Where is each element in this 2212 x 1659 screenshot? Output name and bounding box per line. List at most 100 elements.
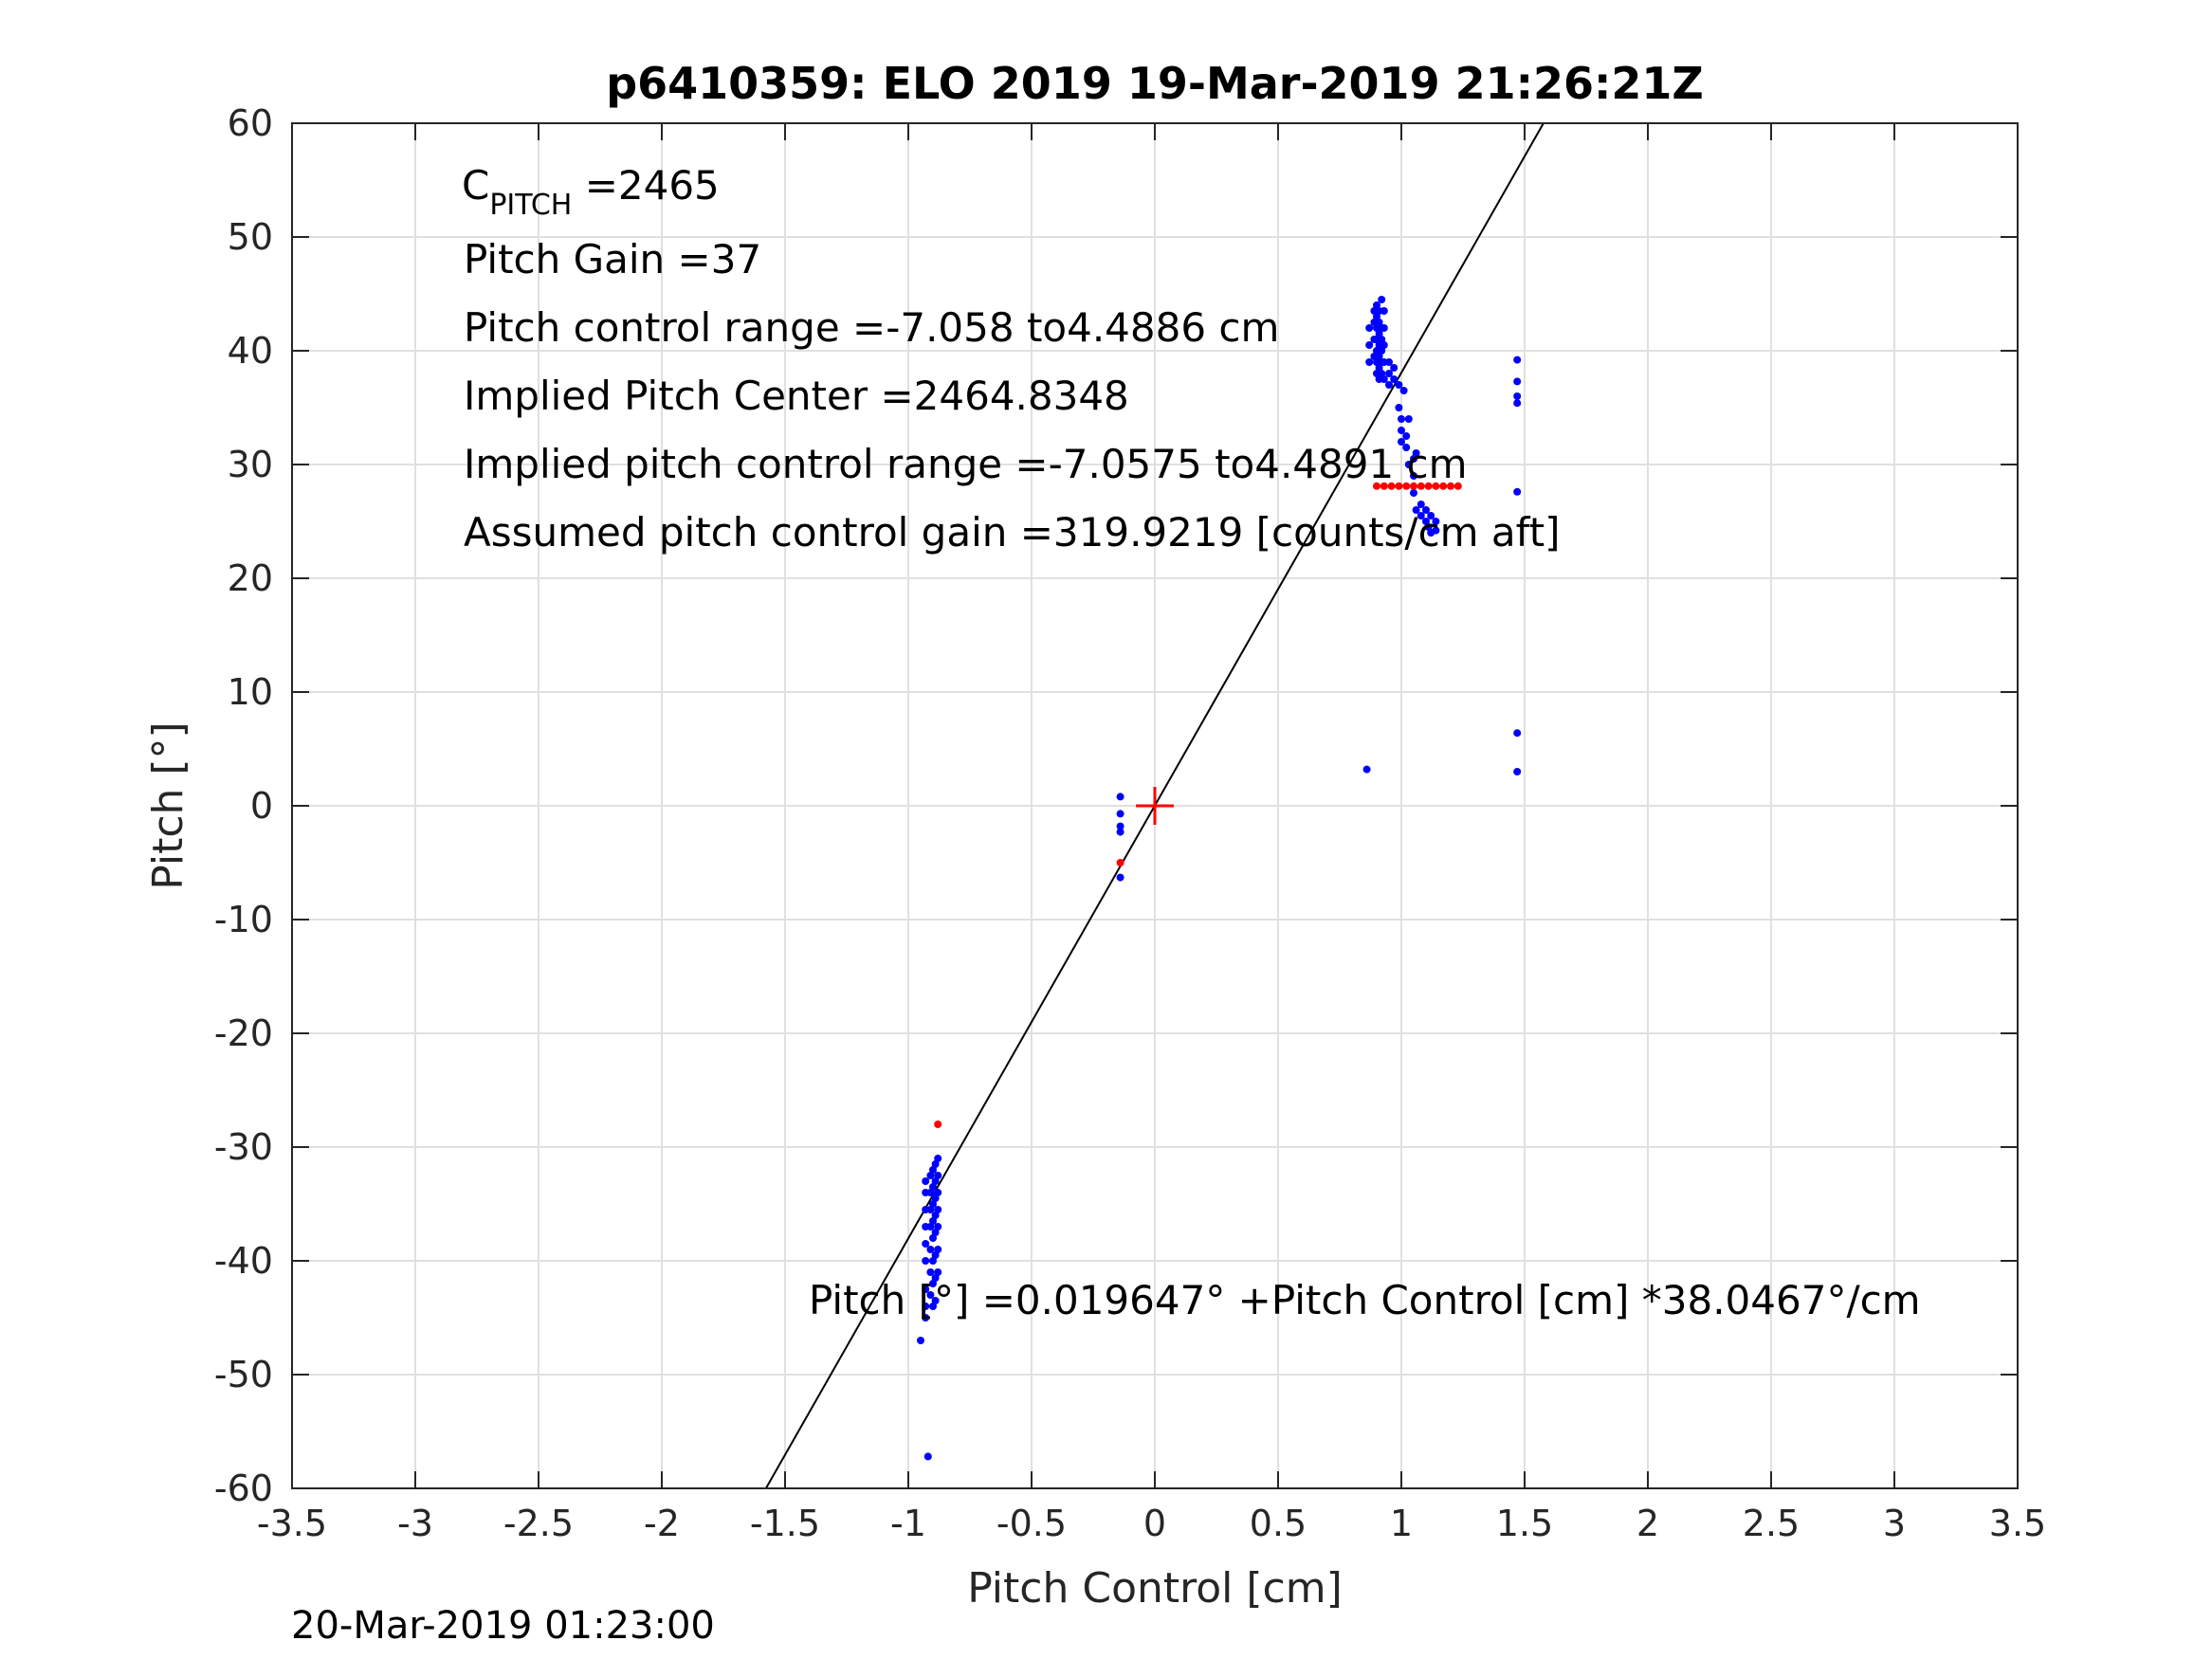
measured-point xyxy=(922,1314,930,1322)
x-tick-label: -3.5 xyxy=(257,1503,327,1544)
measured-point xyxy=(1398,427,1405,434)
measured-point xyxy=(926,1246,935,1253)
measured-point xyxy=(1404,461,1413,468)
measured-point xyxy=(931,1274,940,1282)
commanded-point xyxy=(1417,482,1425,490)
measured-point xyxy=(1375,319,1383,326)
center-marker xyxy=(1136,787,1174,825)
commanded-point xyxy=(1447,482,1454,490)
measured-point xyxy=(1365,358,1374,366)
measured-point xyxy=(1116,810,1124,818)
x-tick-label: -0.5 xyxy=(996,1503,1067,1544)
measured-point xyxy=(1395,404,1403,411)
control-range-annotation: Pitch control range =-7.058 to4.4886 cm xyxy=(464,304,1279,351)
x-tick-label: 2.5 xyxy=(1743,1503,1800,1544)
x-tick-label: 1 xyxy=(1390,1503,1413,1544)
x-tick-label: -1.5 xyxy=(750,1503,820,1544)
pitch-gain-annotation: Pitch Gain =37 xyxy=(464,236,761,283)
measured-point xyxy=(929,1200,937,1208)
measured-point xyxy=(1380,324,1388,332)
measured-point xyxy=(931,1251,940,1259)
measured-point xyxy=(926,1172,935,1179)
measured-point xyxy=(929,1217,937,1225)
chart-title: p6410359: ELO 2019 19-Mar-2019 21:26:21Z xyxy=(606,58,1704,109)
measured-point xyxy=(934,1223,942,1231)
measured-point xyxy=(926,1268,935,1276)
measured-point xyxy=(1513,392,1522,400)
x-axis-label: Pitch Control [cm] xyxy=(967,1564,1343,1613)
commanded-point xyxy=(1373,482,1380,490)
y-tick-label: 40 xyxy=(228,330,273,372)
measured-point xyxy=(931,1229,940,1236)
measured-point xyxy=(1365,341,1374,349)
commanded-point xyxy=(1380,482,1388,490)
measured-point xyxy=(1116,828,1124,836)
measured-point xyxy=(1399,387,1408,394)
measured-point xyxy=(934,1246,942,1253)
y-tick-label: -20 xyxy=(214,1012,273,1054)
y-tick-label: -60 xyxy=(214,1468,273,1509)
measured-point xyxy=(926,1291,935,1299)
measured-point xyxy=(922,1177,930,1185)
measured-point xyxy=(926,1223,935,1231)
measured-point xyxy=(922,1257,930,1265)
measured-point xyxy=(1385,370,1393,377)
measured-point xyxy=(1398,438,1405,446)
measured-point xyxy=(1116,822,1124,830)
y-tick-label: -40 xyxy=(214,1240,273,1282)
measured-point xyxy=(929,1166,937,1174)
measured-point xyxy=(934,1189,942,1196)
measured-point xyxy=(1378,370,1386,377)
measured-point xyxy=(1373,313,1380,320)
measured-point xyxy=(1362,765,1371,774)
c-pitch-main: C xyxy=(462,162,489,209)
measured-point xyxy=(922,1285,930,1293)
measured-point xyxy=(1427,512,1435,520)
measured-point xyxy=(1513,356,1522,364)
measured-point xyxy=(931,1297,940,1304)
measured-point xyxy=(1395,381,1403,389)
measured-point xyxy=(1380,341,1388,349)
measured-point xyxy=(917,1337,924,1344)
measured-point xyxy=(1378,336,1386,343)
c-pitch-subscript: PITCH xyxy=(489,189,572,222)
y-axis-label: Pitch [°] xyxy=(144,721,192,889)
measured-point xyxy=(934,1206,942,1213)
measured-point xyxy=(1513,377,1522,386)
ticks xyxy=(291,122,2019,1489)
x-tick-label: 3.5 xyxy=(1989,1503,2046,1544)
x-tick-label: -2.5 xyxy=(503,1503,574,1544)
axes-box xyxy=(291,122,2019,1489)
commanded-point xyxy=(1116,859,1124,866)
c-pitch-annotation: CPITCH =2465 xyxy=(462,162,720,222)
measured-point xyxy=(1432,518,1440,525)
measured-point xyxy=(929,1234,937,1242)
measured-point xyxy=(1385,358,1393,366)
measured-point xyxy=(1378,296,1386,303)
measured-point xyxy=(1410,472,1417,480)
measured-point xyxy=(926,1206,935,1213)
y-tick-label: 10 xyxy=(228,671,273,713)
commanded-point xyxy=(1387,482,1396,490)
x-tick-label: 0.5 xyxy=(1250,1503,1307,1544)
measured-point xyxy=(1375,353,1383,360)
measured-point xyxy=(1378,347,1386,355)
assumed-gain-annotation: Assumed pitch control gain =319.9219 [co… xyxy=(464,509,1561,556)
measured-point xyxy=(926,1189,935,1196)
implied-range-annotation: Implied pitch control range =-7.0575 to4… xyxy=(464,441,1468,487)
measured-point xyxy=(1410,455,1417,463)
measured-point xyxy=(1385,381,1393,389)
measured-point xyxy=(1417,501,1425,508)
x-tick-label: 1.5 xyxy=(1496,1503,1553,1544)
implied-center-annotation: Implied Pitch Center =2464.8348 xyxy=(464,373,1129,419)
y-tick-label: 30 xyxy=(228,444,273,485)
commanded-point xyxy=(1402,482,1411,490)
measured-point xyxy=(1390,375,1398,383)
y-tick-label: -10 xyxy=(214,899,273,940)
x-tick-label: 3 xyxy=(1883,1503,1906,1544)
measured-point xyxy=(1432,526,1440,535)
measured-point xyxy=(1513,487,1522,496)
measured-point xyxy=(1380,375,1388,383)
commanded-point xyxy=(1432,482,1440,490)
